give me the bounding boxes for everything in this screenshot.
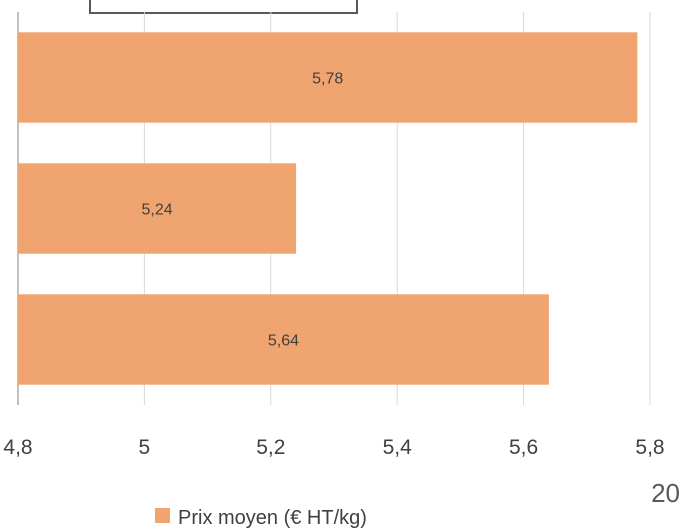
bars: 5,78 5,24 5,64 — [18, 32, 638, 385]
header-box — [89, 0, 358, 14]
bar-value-label: 5,64 — [268, 333, 299, 350]
bar-value-label: 5,24 — [141, 202, 172, 219]
x-tick-label: 5,8 — [635, 436, 664, 459]
x-tick-label: 5,4 — [383, 436, 413, 459]
page-number: 20 — [651, 478, 680, 508]
x-tick-label: 4,8 — [3, 436, 32, 459]
legend-label: Prix moyen (€ HT/kg) — [178, 507, 367, 529]
bar — [18, 32, 638, 123]
x-axis: 4,8 5 5,2 5,4 5,6 5,8 — [3, 436, 664, 459]
bar — [18, 163, 297, 254]
x-tick-label: 5 — [139, 436, 151, 459]
bar — [18, 294, 549, 385]
x-tick-label: 5,6 — [509, 436, 538, 459]
legend-swatch — [155, 508, 170, 523]
x-tick-label: 5,2 — [256, 436, 285, 459]
legend: Prix moyen (€ HT/kg) — [155, 507, 367, 529]
bar-value-label: 5,78 — [312, 71, 343, 88]
